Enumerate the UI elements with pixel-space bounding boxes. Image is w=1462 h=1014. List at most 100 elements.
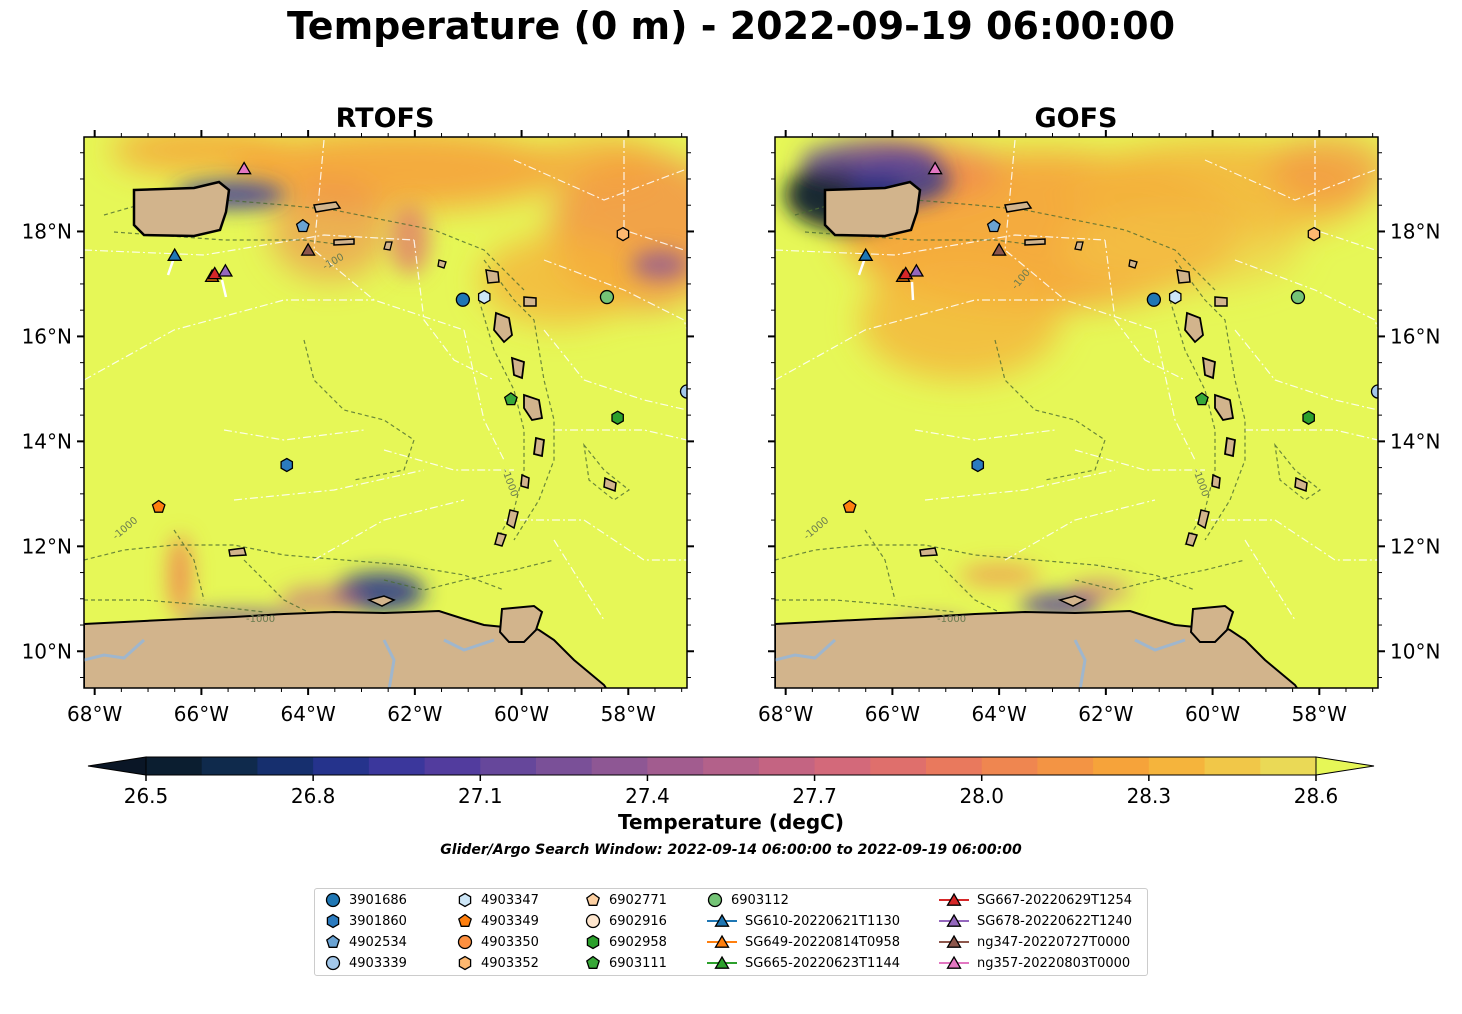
legend-marker (586, 955, 600, 969)
legend-marker (946, 955, 962, 969)
colorbar-segments (146, 757, 1317, 775)
legend-entry-4903352: 4903352 (455, 953, 539, 973)
colorbar-tick-label: 27.7 (792, 784, 837, 808)
colorbar-segment (591, 757, 649, 775)
legend-entry-4903347: 4903347 (455, 890, 539, 910)
legend-entry-3901860: 3901860 (323, 911, 407, 931)
glider-triangle-icon (707, 934, 737, 948)
legend-marker (457, 934, 473, 950)
marker-6902958 (611, 410, 624, 425)
marker-3901860 (280, 457, 294, 473)
legend-marker (325, 892, 341, 908)
colorbar-segment (480, 757, 537, 775)
legend-entry-6902916: 6902916 (583, 911, 667, 931)
marker-6903112 (1290, 289, 1306, 305)
colorbar-tick-label: 26.5 (124, 784, 169, 808)
marker-SG667-20220629T1254 (207, 266, 223, 280)
marker-6903111 (503, 392, 518, 406)
marker-ng347-20220727T0000 (300, 242, 316, 256)
marker-4902534 (295, 218, 310, 233)
marker-6903111 (1194, 392, 1209, 406)
argo-circle-icon (585, 913, 601, 929)
argo-pentagon-icon (326, 934, 340, 948)
argo-pentagon-icon (586, 955, 600, 969)
legend-entry-SG649-20220814T0958: SG649-20220814T0958 (705, 932, 900, 952)
x-tick-label: 68°W (758, 702, 813, 726)
colorbar-segment (1204, 757, 1261, 775)
legend-entry-SG610-20220621T1130: SG610-20220621T1130 (705, 911, 900, 931)
legend-label: ng357-20220803T0000 (977, 955, 1131, 971)
marker-4903339 (1370, 384, 1378, 399)
marker-4903349 (151, 499, 166, 513)
colorbar-segment (1093, 757, 1150, 775)
rtofs-axis-ticks: 68°W 66°W 64°W 62°W 60°W 58°W 10°N 12°N 14°N 16°N… (22, 130, 694, 726)
colorbar-segment (1037, 757, 1094, 775)
legend-entry-4903349: 4903349 (455, 911, 539, 931)
colorbar-segment (981, 757, 1039, 775)
marker-4903352 (616, 226, 630, 242)
legend-label: 4903350 (481, 934, 539, 950)
x-tick-label: 64°W (972, 702, 1027, 726)
marker-SG667-20220629T1254 (898, 266, 914, 280)
argo-circle-icon (707, 892, 723, 908)
colorbar-segment (368, 757, 426, 775)
glider-triangle-icon (939, 955, 969, 969)
marker-4903347 (1168, 289, 1182, 305)
x-tick-label: 58°W (1292, 702, 1347, 726)
argo-hexagon-icon (586, 934, 600, 950)
argo-circle-icon (457, 934, 473, 950)
legend-marker (714, 913, 730, 927)
legend-label: ng347-20220727T0000 (977, 934, 1131, 950)
argo-circle-icon (325, 892, 341, 908)
legend-marker (326, 913, 340, 929)
legend-label: 3901860 (349, 913, 407, 929)
y-tick-label: 12°N (22, 534, 72, 558)
legend-entry-SG665-20220623T1144: SG665-20220623T1144 (705, 953, 900, 973)
colorbar-segment (201, 757, 259, 775)
legend: 3901686 3901860 4902534 4903339 4903347 49033… (314, 888, 1148, 976)
gofs-axis-ticks: 68°W 66°W 64°W 62°W 60°W 58°W 10°N 12°N 14°N 16°N… (758, 130, 1440, 726)
marker-6903112 (599, 289, 615, 305)
legend-label: 6903112 (731, 892, 789, 908)
colorbar-label: Temperature (degC) (618, 810, 844, 834)
legend-marker (458, 913, 472, 927)
legend-label: SG678-20220622T1240 (977, 913, 1133, 929)
glider-triangle-icon (707, 913, 737, 927)
colorbar-segment (758, 757, 816, 775)
marker-ng357-20220803T0000 (236, 161, 252, 175)
marker-SG610-20220621T1130 (858, 247, 874, 261)
legend-label: 4903347 (481, 892, 539, 908)
glider-triangle-icon (939, 892, 969, 906)
legend-entry-3901686: 3901686 (323, 890, 407, 910)
legend-marker (325, 955, 341, 971)
gofs-panel: -1000 -1000 -1000 -100 GOFS 68°W 66°W 64°W… (758, 103, 1440, 726)
legend-label: 6902771 (609, 892, 667, 908)
colorbar-extend-high (1315, 756, 1375, 776)
gofs-axes-frame (774, 136, 1379, 689)
x-tick-label: 60°W (494, 702, 549, 726)
colorbar-segment (146, 757, 203, 775)
legend-marker (458, 892, 472, 908)
argo-hexagon-icon (458, 955, 472, 971)
y-tick-label: 14°N (1390, 429, 1440, 453)
colorbar-segment (926, 757, 983, 775)
marker-4902534 (986, 218, 1001, 233)
y-tick-label: 14°N (22, 429, 72, 453)
marker-6902958 (1302, 410, 1315, 425)
glider-triangle-icon (707, 955, 737, 969)
x-tick-label: 68°W (67, 702, 122, 726)
argo-pentagon-icon (458, 913, 472, 927)
y-tick-label: 12°N (1390, 534, 1440, 558)
argo-circle-icon (325, 955, 341, 971)
marker-3901686 (1146, 292, 1162, 307)
legend-marker (946, 892, 962, 906)
legend-label: SG610-20220621T1130 (745, 913, 901, 929)
colorbar-tick-label: 27.1 (458, 784, 503, 808)
legend-marker (946, 913, 962, 927)
argo-hexagon-icon (458, 892, 472, 908)
legend-marker (586, 934, 600, 950)
y-tick-label: 10°N (22, 639, 72, 663)
x-tick-label: 66°W (865, 702, 920, 726)
colorbar-segment (814, 757, 871, 775)
colorbar-tick-label: 28.0 (959, 784, 1004, 808)
